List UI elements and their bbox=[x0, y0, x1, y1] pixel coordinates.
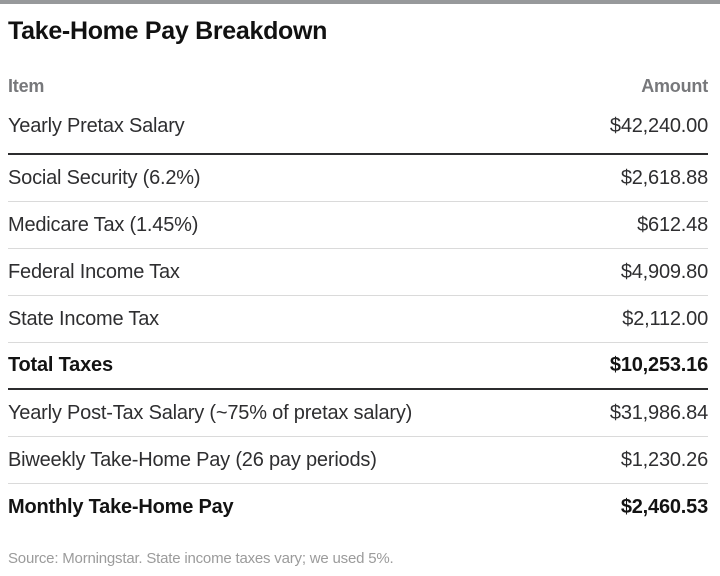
table-row: Medicare Tax (1.45%) $612.48 bbox=[8, 202, 708, 249]
row-amount: $42,240.00 bbox=[609, 114, 708, 137]
row-amount: $10,253.16 bbox=[609, 354, 708, 376]
row-item-label: Monthly Take-Home Pay bbox=[8, 496, 234, 518]
row-amount: $4,909.80 bbox=[620, 260, 708, 283]
row-amount: $2,460.53 bbox=[620, 496, 708, 518]
table-row: Social Security (6.2%) $2,618.88 bbox=[8, 155, 708, 202]
row-item-label: Federal Income Tax bbox=[8, 260, 180, 283]
table-row: Yearly Post-Tax Salary (~75% of pretax s… bbox=[8, 390, 708, 437]
row-amount: $612.48 bbox=[637, 213, 708, 236]
top-accent-bar bbox=[0, 0, 720, 4]
column-header-item: Item bbox=[8, 76, 45, 96]
page-title: Take-Home Pay Breakdown bbox=[8, 17, 328, 45]
figure-content: Take-Home Pay Breakdown Item Amount Year… bbox=[0, 4, 720, 567]
table-row: Federal Income Tax $4,909.80 bbox=[8, 249, 708, 296]
row-amount: $2,618.88 bbox=[620, 166, 708, 189]
row-item-label: Total Taxes bbox=[8, 354, 113, 376]
row-item-label: Medicare Tax (1.45%) bbox=[8, 213, 199, 236]
row-item-label: State Income Tax bbox=[8, 307, 159, 330]
row-item-label: Biweekly Take-Home Pay (26 pay periods) bbox=[8, 448, 377, 471]
row-amount: $2,112.00 bbox=[622, 307, 708, 330]
table-column-header: Item Amount bbox=[8, 73, 708, 97]
table-row: State Income Tax $2,112.00 bbox=[8, 296, 708, 343]
row-item-label: Yearly Post-Tax Salary (~75% of pretax s… bbox=[8, 401, 413, 424]
row-amount: $31,986.84 bbox=[609, 401, 708, 424]
source-note: Source: Morningstar. State income taxes … bbox=[8, 550, 394, 567]
row-amount: $1,230.26 bbox=[620, 448, 708, 471]
row-item-label: Yearly Pretax Salary bbox=[8, 114, 185, 137]
column-header-amount: Amount bbox=[641, 76, 708, 96]
row-item-label: Social Security (6.2%) bbox=[8, 166, 201, 189]
table-body: Yearly Pretax Salary $42,240.00 Social S… bbox=[8, 99, 708, 531]
table-row: Biweekly Take-Home Pay (26 pay periods) … bbox=[8, 437, 708, 484]
table-row: Monthly Take-Home Pay $2,460.53 bbox=[8, 484, 708, 531]
table-row: Total Taxes $10,253.16 bbox=[8, 343, 708, 390]
table-row: Yearly Pretax Salary $42,240.00 bbox=[8, 99, 708, 155]
